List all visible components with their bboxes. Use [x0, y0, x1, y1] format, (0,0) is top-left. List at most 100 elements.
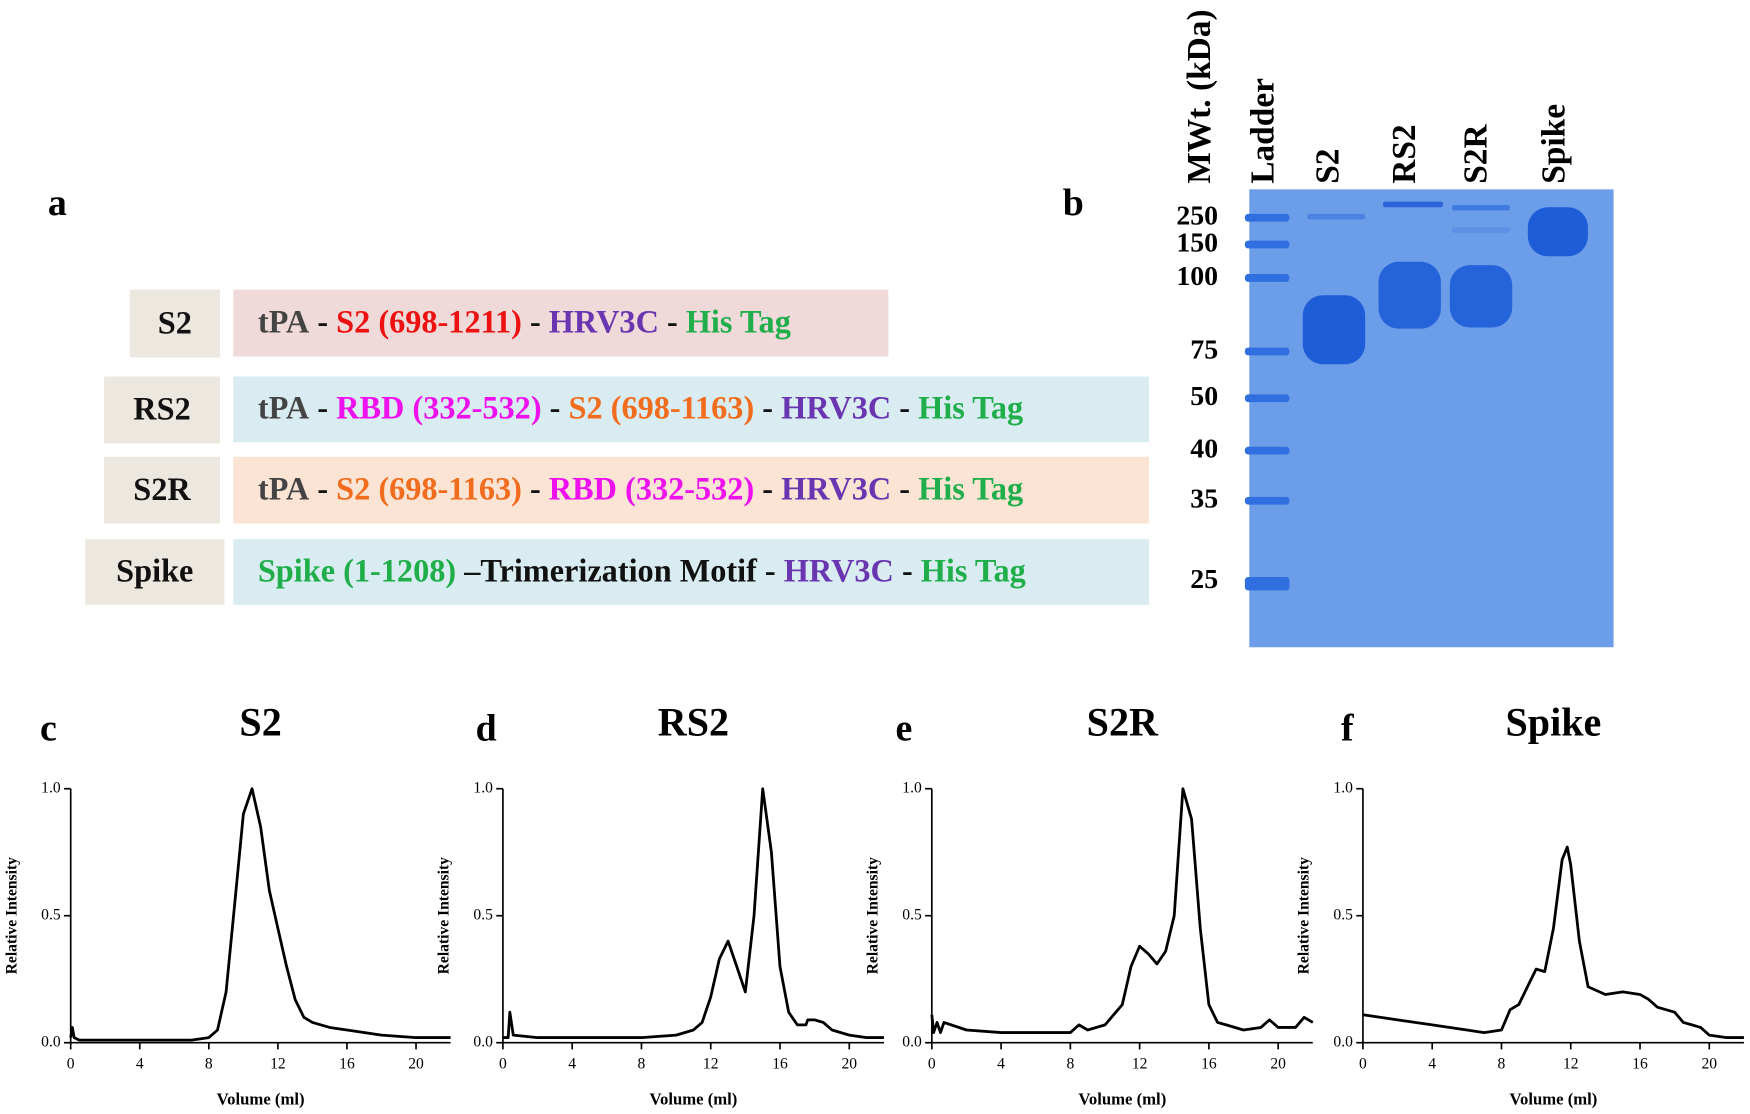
gel-band — [1449, 265, 1513, 328]
x-tick-label: 8 — [1066, 1056, 1074, 1073]
x-tick-label: 20 — [408, 1056, 424, 1073]
x-tick-label: 8 — [1498, 1056, 1506, 1073]
y-tick-label: 0.0 — [473, 1033, 493, 1050]
gel-band — [1302, 295, 1366, 365]
x-tick-label: 4 — [1428, 1056, 1436, 1073]
marker-label: 25 — [1190, 564, 1218, 595]
x-tick-label: 0 — [928, 1056, 936, 1073]
y-axis-label: Relative Intensity — [436, 857, 453, 974]
y-tick-label: 0.0 — [1333, 1033, 1353, 1050]
x-tick-label: 12 — [1132, 1056, 1148, 1073]
marker-label: 100 — [1176, 261, 1218, 292]
gel-band — [1382, 201, 1444, 208]
lane-label: S2R — [1457, 124, 1494, 184]
x-tick-label: 20 — [1701, 1056, 1717, 1073]
x-axis-label: Volume (ml) — [1509, 1089, 1597, 1108]
gel-band — [1452, 204, 1510, 211]
x-tick-label: 20 — [841, 1056, 857, 1073]
x-tick-label: 12 — [703, 1056, 719, 1073]
y-tick-label: 1.0 — [41, 779, 61, 796]
line — [502, 787, 884, 1039]
x-tick-label: 16 — [772, 1056, 788, 1073]
y-tick-label: 1.0 — [473, 779, 493, 796]
line — [930, 787, 1314, 1034]
construct-segment: tPA — [258, 390, 310, 426]
construct-label: RS2 — [133, 391, 190, 427]
gel-band — [1307, 213, 1366, 220]
construct-segment: HRV3C — [781, 390, 891, 426]
construct-segment: tPA — [258, 471, 310, 507]
construct-segment: His Tag — [918, 390, 1023, 426]
construct-segment: - — [522, 471, 549, 507]
marker-label: 75 — [1190, 334, 1218, 365]
construct-segment: –Trimerization Motif - — [456, 553, 784, 589]
construct-label: S2 — [158, 304, 192, 340]
construct-box — [233, 289, 889, 357]
construct-segment: RBD (332-532) — [549, 471, 754, 507]
construct-segment: S2 (698-1163) — [336, 471, 522, 507]
chart-title: Spike — [1506, 700, 1602, 745]
ladder-band — [1244, 577, 1290, 591]
construct-label: Spike — [116, 553, 193, 589]
construct-text: tPA - RBD (332-532) - S2 (698-1163) - HR… — [258, 390, 1023, 426]
x-tick-label: 12 — [270, 1056, 286, 1073]
gel-band — [1378, 261, 1441, 329]
panel-label: e — [896, 708, 913, 750]
x-tick-label: 8 — [638, 1056, 646, 1073]
ladder-band — [1244, 274, 1290, 282]
x-tick-label: 4 — [568, 1056, 576, 1073]
ladder-band — [1244, 213, 1290, 222]
y-tick-label: 0.5 — [902, 906, 922, 923]
construct-segment: tPA — [258, 304, 310, 340]
construct-segment: Spike (1-1208) — [258, 553, 456, 589]
construct-segment: - — [542, 390, 569, 426]
marker-label: 35 — [1190, 484, 1218, 515]
x-axis-label: Volume (ml) — [217, 1089, 305, 1108]
y-tick-label: 1.0 — [1333, 779, 1353, 796]
construct-segment: - — [891, 471, 918, 507]
chart-title: S2R — [1087, 700, 1159, 745]
construct-segment: - — [659, 304, 686, 340]
x-tick-label: 16 — [339, 1056, 355, 1073]
marker-label: 150 — [1176, 227, 1218, 258]
construct-box — [233, 539, 1150, 605]
construct-segment: - — [891, 390, 918, 426]
y-tick-label: 0.5 — [1333, 906, 1353, 923]
x-tick-label: 4 — [997, 1056, 1005, 1073]
ladder-band — [1244, 496, 1290, 505]
construct-segment: - — [309, 390, 336, 426]
y-tick-label: 1.0 — [902, 779, 922, 796]
lane-label: Spike — [1535, 104, 1572, 184]
construct-label: S2R — [133, 471, 191, 507]
gel-mw-title: MWt. (kDa) — [1181, 9, 1218, 183]
construct-segment: - — [522, 304, 549, 340]
marker-label: 50 — [1190, 381, 1218, 412]
construct-label-box — [104, 376, 220, 444]
line — [1362, 845, 1744, 1039]
construct-box — [233, 456, 1150, 524]
construct-box — [233, 376, 1150, 443]
construct-segment: S2 (698-1163) — [569, 390, 755, 426]
construct-segment: - — [894, 553, 921, 589]
panel-label: d — [476, 708, 497, 750]
construct-text: tPA - S2 (698-1211) - HRV3C - His Tag — [258, 304, 791, 340]
lane-label: S2 — [1309, 149, 1346, 184]
marker-label: 250 — [1176, 201, 1218, 232]
gel-band — [1527, 207, 1588, 257]
y-tick-label: 0.0 — [902, 1033, 922, 1050]
ladder-band — [1244, 347, 1290, 356]
chart-title: S2 — [239, 700, 281, 745]
x-tick-label: 0 — [67, 1056, 75, 1073]
construct-segment: His Tag — [918, 471, 1023, 507]
y-tick-label: 0.0 — [41, 1033, 61, 1050]
y-tick-label: 0.5 — [41, 906, 61, 923]
line — [69, 787, 451, 1042]
y-axis-label: Relative Intensity — [864, 857, 881, 974]
construct-segment: His Tag — [686, 304, 791, 340]
x-tick-label: 4 — [136, 1056, 144, 1073]
construct-label-box — [129, 289, 220, 358]
construct-segment: HRV3C — [784, 553, 894, 589]
gel — [1249, 189, 1614, 648]
construct-segment: HRV3C — [781, 471, 891, 507]
